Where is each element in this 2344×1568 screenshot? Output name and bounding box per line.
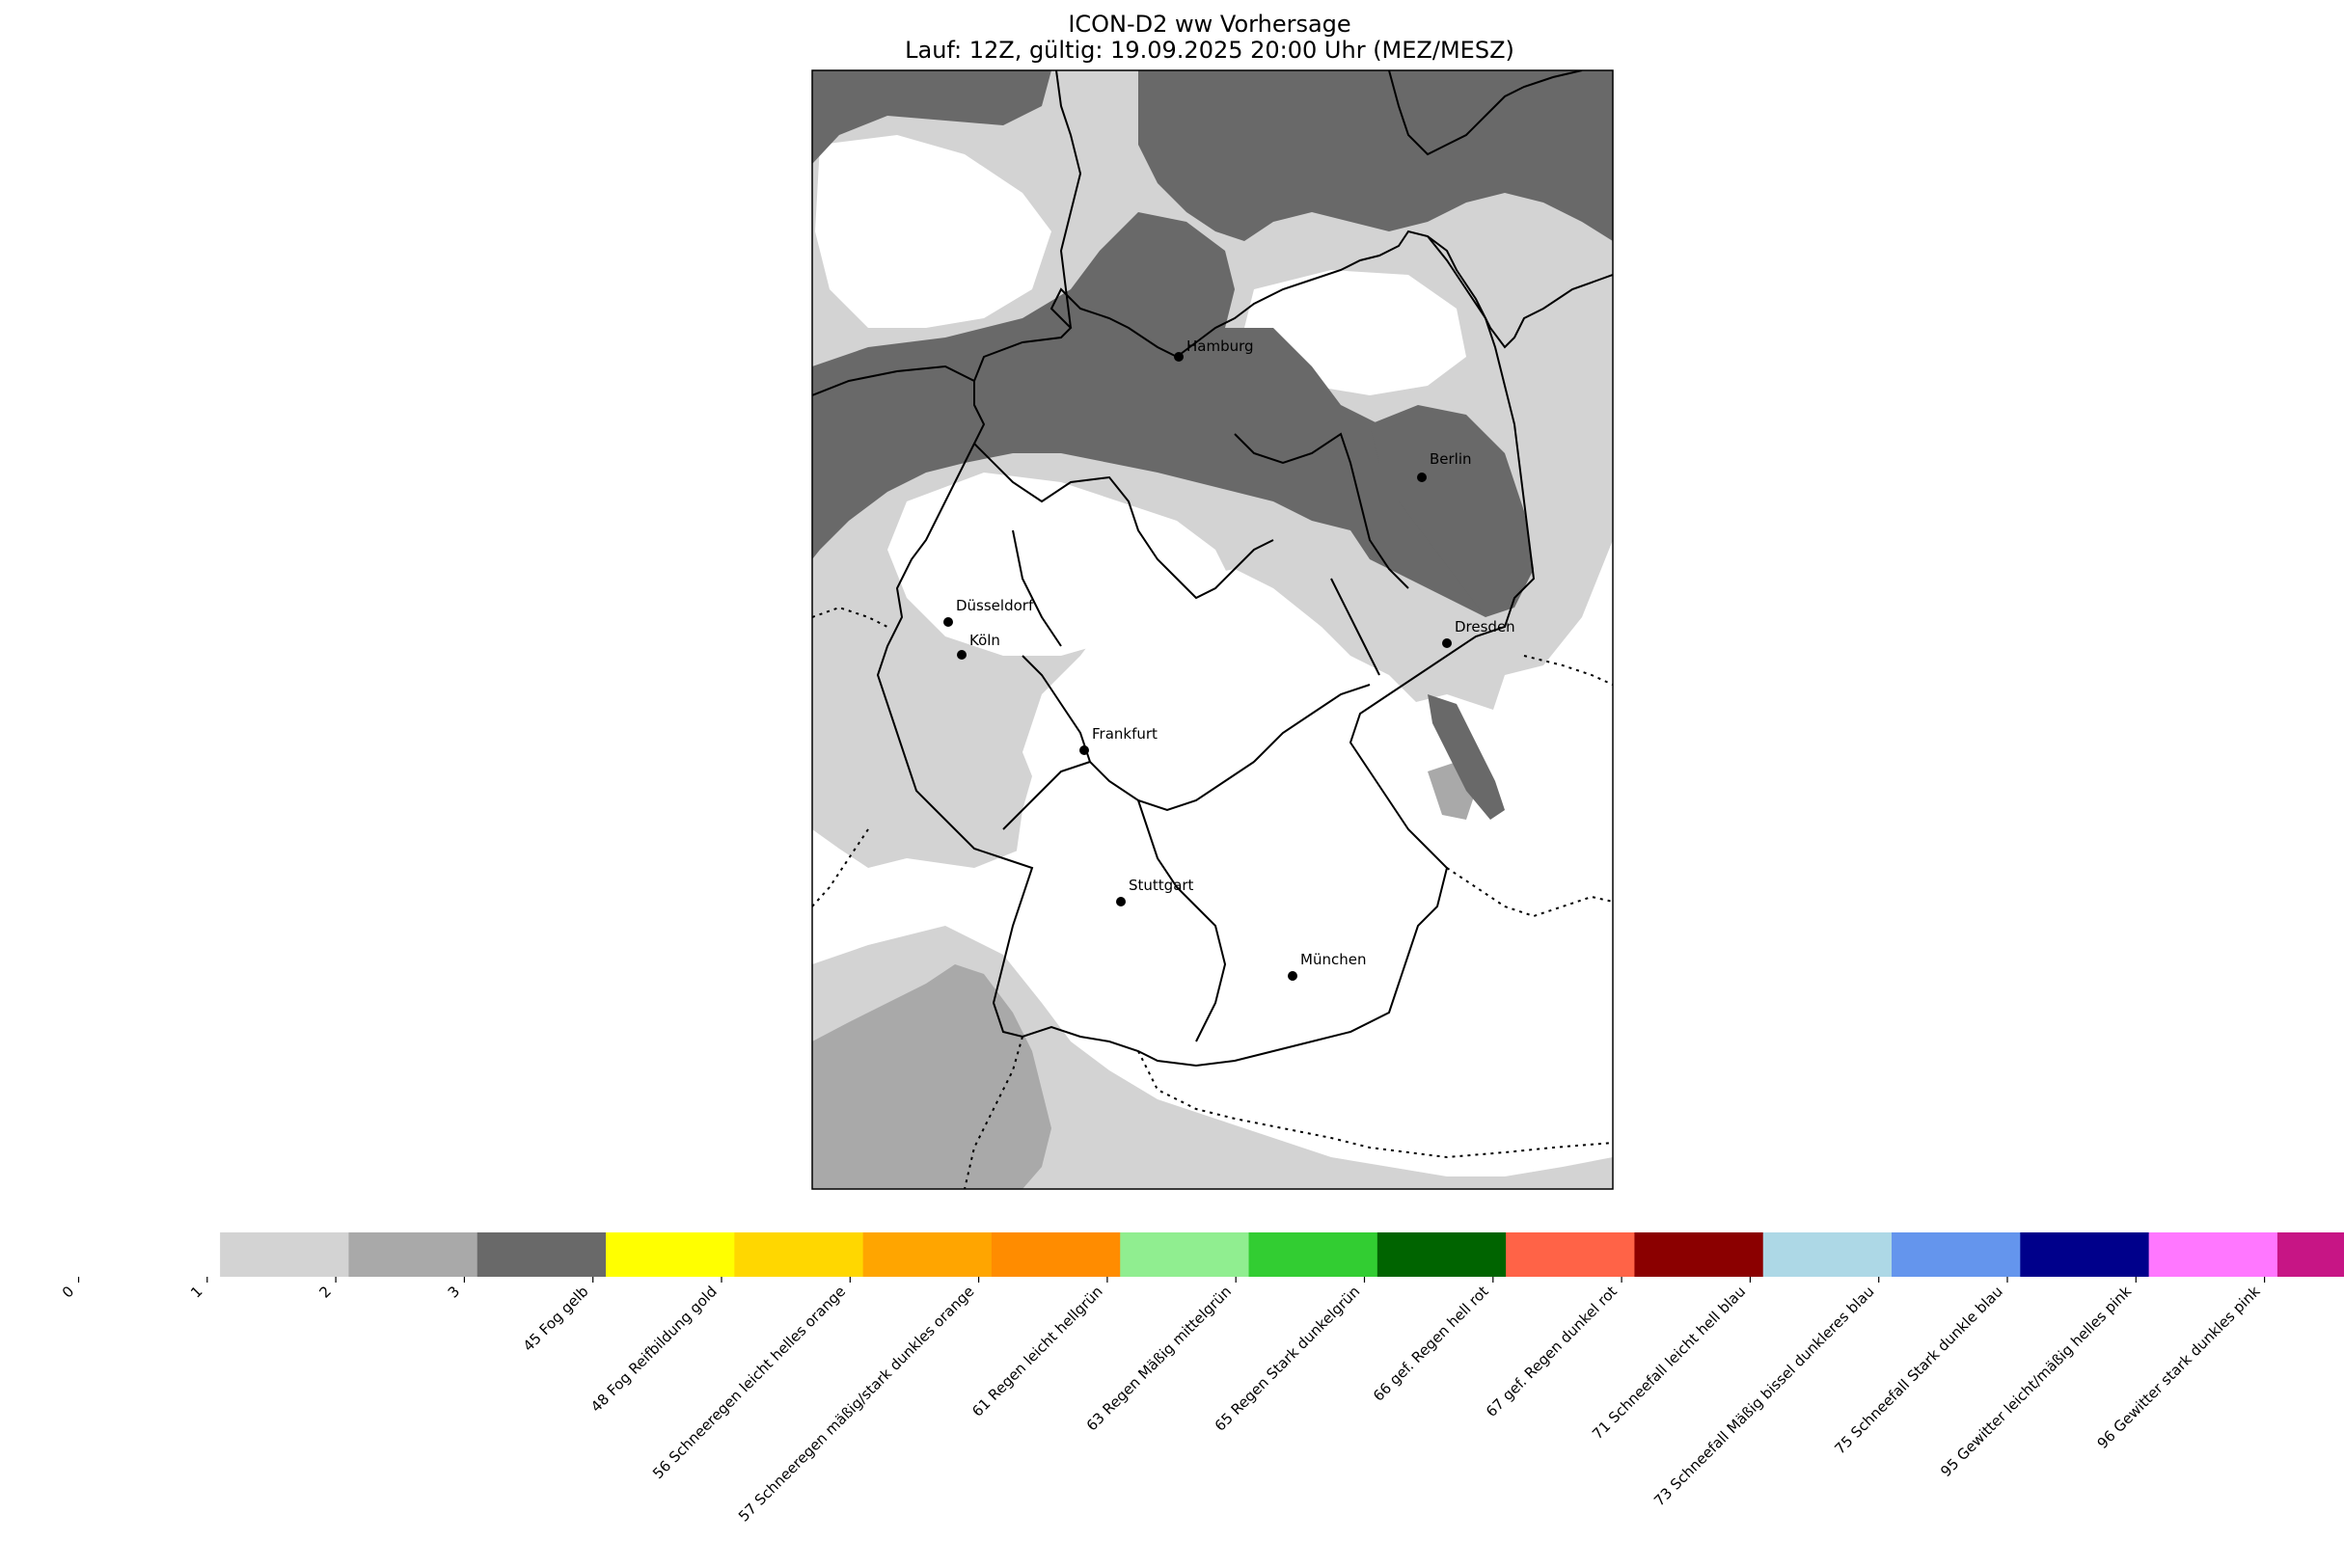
colorbar-swatch-2 <box>348 1232 478 1277</box>
city-label-münchen: München <box>1300 951 1366 968</box>
chart-title: ICON-D2 ww Vorhersage <box>1068 11 1351 38</box>
city-marker-hamburg <box>1174 352 1184 362</box>
colorbar-swatch-9 <box>1248 1232 1378 1277</box>
colorbar-swatch-14 <box>1892 1232 2021 1277</box>
colorbar-swatch-5 <box>734 1232 864 1277</box>
germany-border <box>876 235 1536 1068</box>
colorbar-tick-label-5: 48 Fog Reifbildung gold <box>587 1283 721 1416</box>
map-frame <box>811 69 1614 1190</box>
colorbar-swatch-8 <box>1120 1232 1250 1277</box>
city-marker-köln <box>957 650 967 660</box>
colorbar-swatch-6 <box>862 1232 993 1277</box>
neighbor-borders-dotted <box>812 606 1613 1189</box>
colorbar-tick-label-13: 71 Schneefall leicht hell blau <box>1589 1283 1749 1443</box>
city-label-hamburg: Hamburg <box>1186 338 1254 355</box>
colorbar-tick-label-11: 66 gef. Regen hell rot <box>1370 1283 1492 1405</box>
cloud-level-3-east <box>1370 405 1534 617</box>
cloud-level-3-baltic <box>1138 70 1613 241</box>
city-marker-berlin <box>1417 473 1427 482</box>
city-label-berlin: Berlin <box>1430 450 1472 468</box>
colorbar-swatch-1 <box>220 1232 349 1277</box>
cloud-level-3-streak <box>1428 694 1505 820</box>
colorbar-swatch-3 <box>477 1232 607 1277</box>
clear-area-center <box>887 473 1235 656</box>
city-marker-stuttgart <box>1116 897 1126 906</box>
borders-layer <box>812 70 1613 1189</box>
city-label-köln: Köln <box>969 632 1000 649</box>
state-borders <box>973 432 1409 1042</box>
city-marker-frankfurt <box>1079 745 1089 755</box>
denmark-coast <box>1055 70 1082 329</box>
colorbar-swatch-12 <box>1634 1232 1764 1277</box>
colorbar-tick-label-0: 0 <box>59 1283 77 1301</box>
city-markers: Hamburg Berlin Düsseldorf Köln Dresden Frankf… <box>943 338 1515 981</box>
colorbar-swatch-7 <box>991 1232 1121 1277</box>
colorbar-swatch-4 <box>606 1232 735 1277</box>
clear-area-north <box>815 135 1051 328</box>
colorbar-swatch-11 <box>1506 1232 1635 1277</box>
sweden-coast <box>1388 70 1583 156</box>
city-label-stuttgart: Stuttgart <box>1129 877 1194 894</box>
colorbar-tick-label-1: 1 <box>187 1283 205 1301</box>
cloud-level-3-northsea <box>812 212 1514 617</box>
city-marker-düsseldorf <box>943 617 953 627</box>
colorbar-swatch-10 <box>1376 1232 1507 1277</box>
cloud-layer <box>812 70 1613 1189</box>
clear-area-south <box>1013 656 1466 1080</box>
weather-map: Hamburg Berlin Düsseldorf Köln Dresden Frankf… <box>811 69 1614 1190</box>
colorbar-swatches <box>220 1232 2344 1277</box>
colorbar-swatch-15 <box>2020 1232 2150 1277</box>
colorbar-tick-label-10: 65 Regen Stark dunkelgrün <box>1212 1283 1364 1435</box>
city-label-dresden: Dresden <box>1455 618 1515 635</box>
colorbar-tick-label-12: 67 gef. Regen dunkel rot <box>1483 1283 1621 1420</box>
colorbar-tick-label-8: 61 Regen leicht hellgrün <box>968 1283 1106 1420</box>
city-label-düsseldorf: Düsseldorf <box>956 597 1034 614</box>
cloud-level-3-northwest <box>812 70 1051 164</box>
cloud-level-1-southwest <box>812 694 916 868</box>
colorbar-tick-label-7: 57 Schneeregen mäßig/stark dunkles orang… <box>735 1283 978 1526</box>
chart-subtitle: Lauf: 12Z, gültig: 19.09.2025 20:00 Uhr … <box>905 37 1514 64</box>
colorbar-swatch-16 <box>2148 1232 2278 1277</box>
cloud-level-2-alps <box>812 964 1051 1189</box>
colorbar-tick-label-4: 45 Fog gelb <box>520 1283 592 1355</box>
city-marker-münchen <box>1288 971 1297 981</box>
city-marker-dresden <box>1442 638 1452 648</box>
colorbar-tick-label-2: 2 <box>315 1283 334 1301</box>
colorbar-tick-label-9: 63 Regen Mäßig mittelgrün <box>1083 1283 1235 1434</box>
colorbar-tick-label-3: 3 <box>445 1283 463 1301</box>
colorbar-swatch-13 <box>1762 1232 1893 1277</box>
clear-area-east <box>1370 694 1601 1109</box>
city-label-frankfurt: Frankfurt <box>1092 725 1158 743</box>
colorbar-tick-label-14: 73 Schneefall Mäßig bissel dunkleres bla… <box>1650 1283 1877 1509</box>
colorbar-swatch-17 <box>2276 1232 2344 1277</box>
